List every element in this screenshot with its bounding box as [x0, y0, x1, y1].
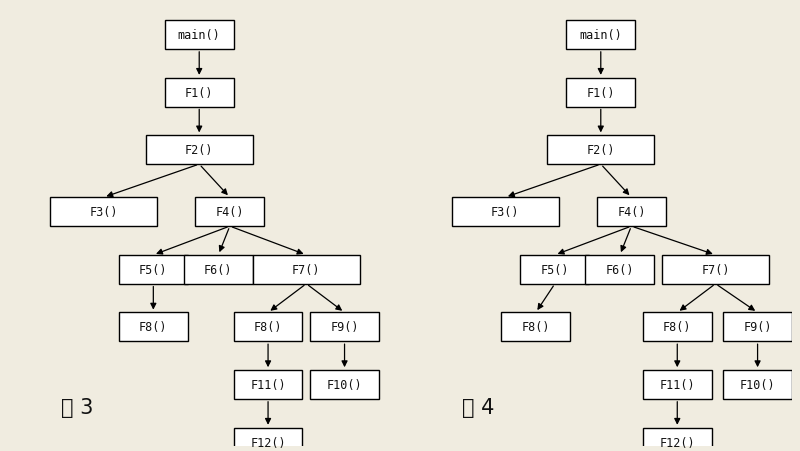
- FancyBboxPatch shape: [502, 313, 570, 341]
- Text: F8(): F8(): [522, 321, 550, 334]
- Text: F7(): F7(): [702, 263, 730, 276]
- Text: F8(): F8(): [139, 321, 167, 334]
- FancyBboxPatch shape: [643, 428, 712, 451]
- FancyBboxPatch shape: [165, 78, 234, 107]
- Text: F3(): F3(): [491, 206, 519, 219]
- Text: F12(): F12(): [659, 436, 695, 449]
- FancyBboxPatch shape: [597, 198, 666, 226]
- FancyBboxPatch shape: [723, 313, 792, 341]
- Text: F4(): F4(): [617, 206, 646, 219]
- Text: F3(): F3(): [90, 206, 118, 219]
- Text: F10(): F10(): [740, 378, 775, 391]
- FancyBboxPatch shape: [234, 313, 302, 341]
- FancyBboxPatch shape: [662, 255, 769, 284]
- Text: F10(): F10(): [326, 378, 362, 391]
- FancyBboxPatch shape: [234, 428, 302, 451]
- Text: F9(): F9(): [743, 321, 772, 334]
- FancyBboxPatch shape: [643, 313, 712, 341]
- Text: main(): main(): [579, 29, 622, 42]
- Text: F6(): F6(): [204, 263, 233, 276]
- Text: F5(): F5(): [541, 263, 569, 276]
- Text: F11(): F11(): [250, 378, 286, 391]
- Text: F12(): F12(): [250, 436, 286, 449]
- Text: F1(): F1(): [586, 87, 615, 99]
- FancyBboxPatch shape: [586, 255, 654, 284]
- FancyBboxPatch shape: [547, 136, 654, 165]
- FancyBboxPatch shape: [184, 255, 253, 284]
- FancyBboxPatch shape: [310, 370, 379, 399]
- FancyBboxPatch shape: [253, 255, 360, 284]
- Text: F4(): F4(): [215, 206, 244, 219]
- Text: F6(): F6(): [606, 263, 634, 276]
- FancyBboxPatch shape: [566, 21, 635, 50]
- Text: F5(): F5(): [139, 263, 167, 276]
- FancyBboxPatch shape: [119, 313, 188, 341]
- FancyBboxPatch shape: [234, 370, 302, 399]
- FancyBboxPatch shape: [165, 21, 234, 50]
- FancyBboxPatch shape: [195, 198, 264, 226]
- Text: F2(): F2(): [586, 144, 615, 157]
- Text: F2(): F2(): [185, 144, 214, 157]
- FancyBboxPatch shape: [643, 370, 712, 399]
- FancyBboxPatch shape: [521, 255, 590, 284]
- Text: F9(): F9(): [330, 321, 358, 334]
- Text: F11(): F11(): [659, 378, 695, 391]
- FancyBboxPatch shape: [50, 198, 157, 226]
- Text: F1(): F1(): [185, 87, 214, 99]
- FancyBboxPatch shape: [119, 255, 188, 284]
- Text: F8(): F8(): [663, 321, 691, 334]
- Text: F8(): F8(): [254, 321, 282, 334]
- Text: 图 4: 图 4: [462, 397, 494, 417]
- FancyBboxPatch shape: [452, 198, 558, 226]
- FancyBboxPatch shape: [310, 313, 379, 341]
- FancyBboxPatch shape: [723, 370, 792, 399]
- Text: main(): main(): [178, 29, 221, 42]
- Text: 图 3: 图 3: [61, 397, 93, 417]
- FancyBboxPatch shape: [146, 136, 253, 165]
- Text: F7(): F7(): [292, 263, 321, 276]
- FancyBboxPatch shape: [566, 78, 635, 107]
